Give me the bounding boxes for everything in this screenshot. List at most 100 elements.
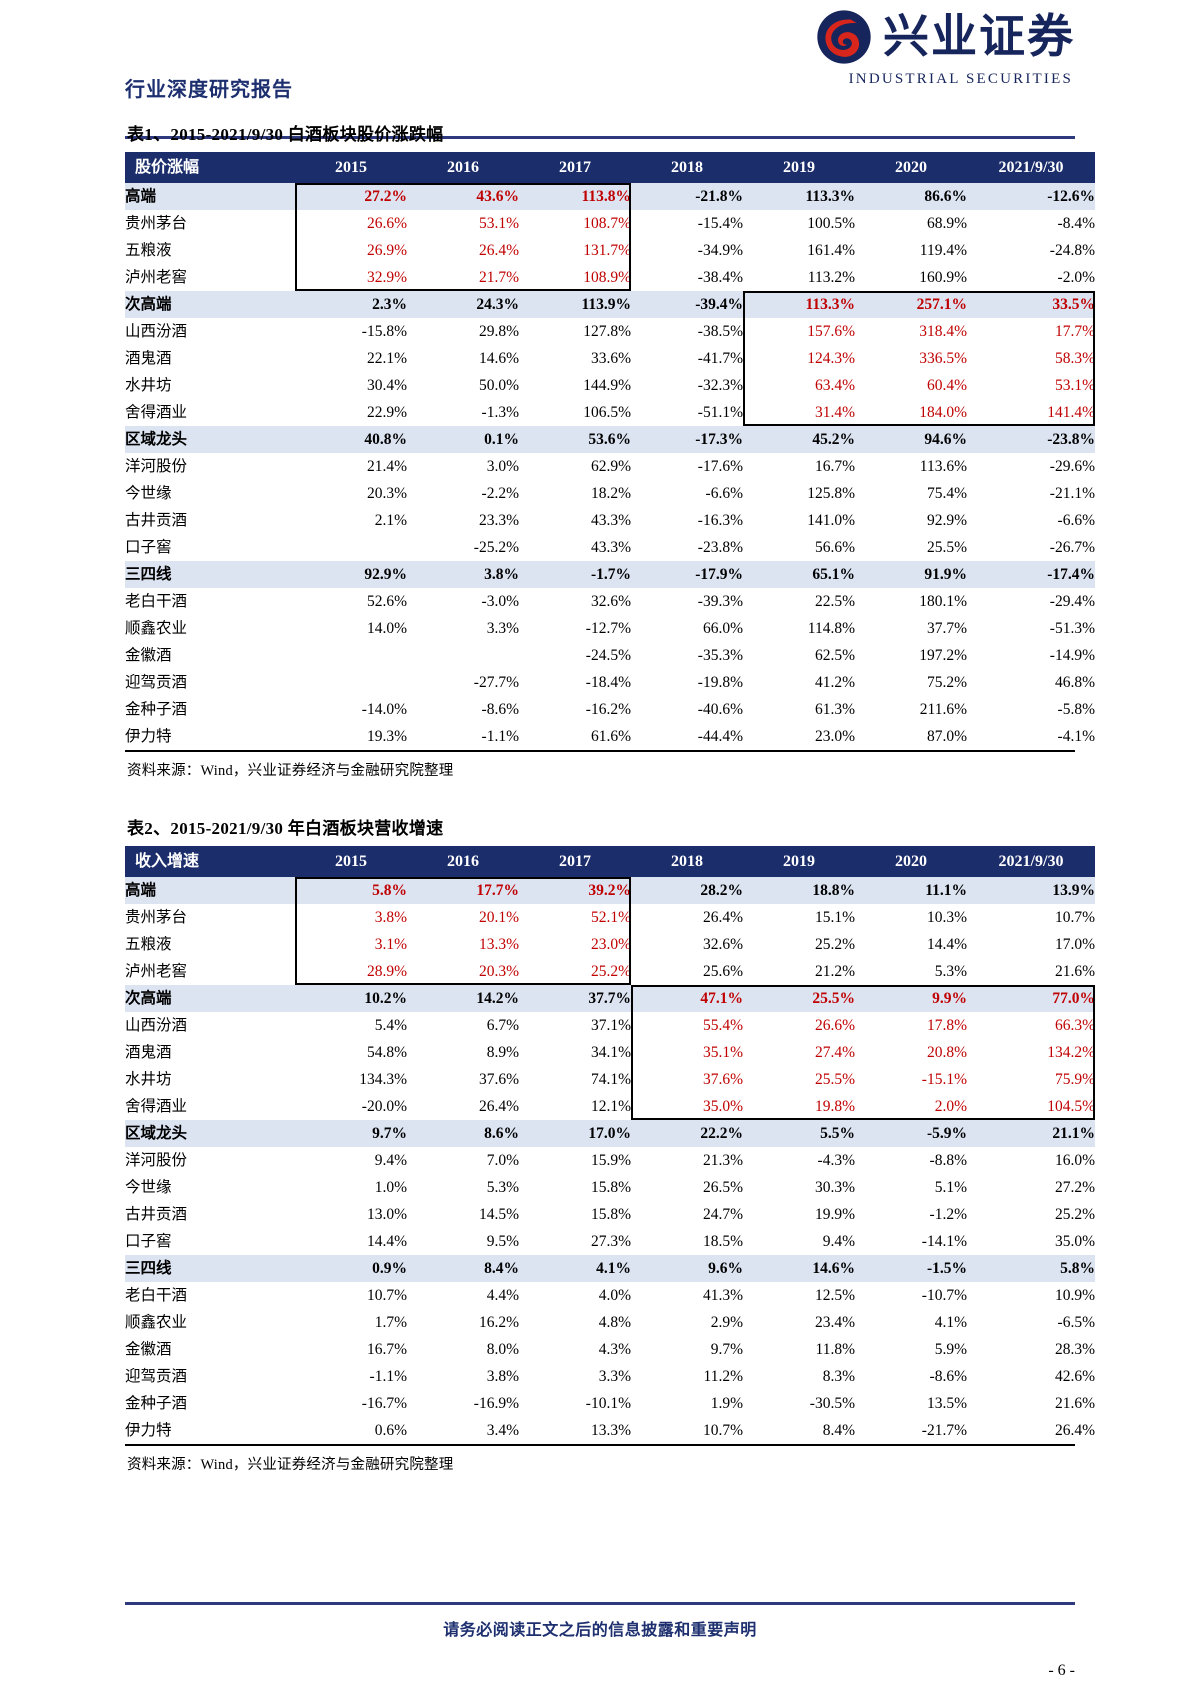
cell-value: 21.1% bbox=[1052, 1125, 1095, 1142]
cell-value: 2.1% bbox=[374, 512, 407, 529]
row-label: 酒鬼酒 bbox=[125, 1044, 172, 1061]
row-label: 今世缘 bbox=[125, 485, 172, 502]
cell-value: 52.1% bbox=[590, 909, 631, 926]
cell-value: 8.4% bbox=[822, 1422, 855, 1439]
cell-value: -39.3% bbox=[697, 593, 743, 610]
cell-value: 124.3% bbox=[807, 350, 855, 367]
cell-value: 28.2% bbox=[700, 882, 743, 899]
cell-value: -39.4% bbox=[695, 296, 743, 313]
row-label: 五粮液 bbox=[125, 242, 172, 259]
cell-value: 26.5% bbox=[702, 1179, 743, 1196]
cell-value: 37.7% bbox=[926, 620, 967, 637]
table2-col-header: 收入增速 bbox=[125, 846, 295, 877]
cell-value: 34.1% bbox=[590, 1044, 631, 1061]
cell-value: 25.6% bbox=[702, 963, 743, 980]
cell-value: 33.5% bbox=[1052, 296, 1095, 313]
cell-value: -14.1% bbox=[921, 1233, 967, 1250]
cell-value: 8.6% bbox=[484, 1125, 519, 1142]
cell-value: 16.2% bbox=[478, 1314, 519, 1331]
row-label: 次高端 bbox=[125, 990, 172, 1007]
cell-value: 50.0% bbox=[478, 377, 519, 394]
cell-value: 4.1% bbox=[934, 1314, 967, 1331]
cell-value: 42.6% bbox=[1054, 1368, 1095, 1385]
table1-col-header: 2017 bbox=[519, 152, 631, 183]
cell-value: 114.8% bbox=[807, 620, 855, 637]
header-divider bbox=[125, 136, 1075, 139]
table1-caption: 表1、2015-2021/9/30 白酒板块股价涨跌幅 bbox=[127, 125, 444, 144]
cell-value: 53.1% bbox=[1054, 377, 1095, 394]
cell-value: -4.3% bbox=[817, 1152, 855, 1169]
cell-value: -29.6% bbox=[1049, 458, 1095, 475]
table-row: 口子窖 -25.2% 43.3% -23.8% 56.6% 25.5% -26.7% bbox=[125, 534, 1095, 561]
cell-value: -41.7% bbox=[697, 350, 743, 367]
table1-col-header: 2020 bbox=[855, 152, 967, 183]
cell-value: -14.9% bbox=[1049, 647, 1095, 664]
cell-value: 26.4% bbox=[478, 1098, 519, 1115]
cell-value: 5.1% bbox=[934, 1179, 967, 1196]
cell-value: 66.0% bbox=[702, 620, 743, 637]
table-row: 五粮液 3.1% 13.3% 23.0% 32.6% 25.2% 14.4% 17.0% bbox=[125, 931, 1095, 958]
cell-value: -44.4% bbox=[697, 728, 743, 745]
cell-value: 9.7% bbox=[710, 1341, 743, 1358]
cell-value: 113.8% bbox=[581, 188, 631, 205]
cell-value: -51.1% bbox=[697, 404, 743, 421]
cell-value: 53.6% bbox=[588, 431, 631, 448]
table-row: 舍得酒业 22.9% -1.3% 106.5% -51.1% 31.4% 184.0% 141… bbox=[125, 399, 1095, 426]
cell-value: -24.8% bbox=[1049, 242, 1095, 259]
cell-value: 127.8% bbox=[583, 323, 631, 340]
cell-value: -6.5% bbox=[1057, 1314, 1095, 1331]
table-row: 舍得酒业 -20.0% 26.4% 12.1% 35.0% 19.8% 2.0% 104.5% bbox=[125, 1093, 1095, 1120]
table2-col-header: 2021/9/30 bbox=[967, 846, 1095, 877]
cell-value: 23.4% bbox=[814, 1314, 855, 1331]
cell-value: 257.1% bbox=[916, 296, 967, 313]
cell-value: -12.7% bbox=[585, 620, 631, 637]
cell-value: 25.5% bbox=[812, 990, 855, 1007]
cell-value: 113.2% bbox=[807, 269, 855, 286]
cell-value: -1.5% bbox=[926, 1260, 967, 1277]
cell-value: 17.0% bbox=[588, 1125, 631, 1142]
row-label: 顺鑫农业 bbox=[125, 1314, 188, 1331]
cell-value: 30.4% bbox=[366, 377, 407, 394]
cell-value: 3.3% bbox=[598, 1368, 631, 1385]
table-row: 金种子酒 -16.7% -16.9% -10.1% 1.9% -30.5% 13.5% 21.… bbox=[125, 1390, 1095, 1417]
table-row: 金徽酒 -24.5% -35.3% 62.5% 197.2% -14.9% bbox=[125, 642, 1095, 669]
table-group-row: 区域龙头 9.7% 8.6% 17.0% 22.2% 5.5% -5.9% 21.1% bbox=[125, 1120, 1095, 1147]
cell-value: 21.6% bbox=[1054, 1395, 1095, 1412]
cell-value: 25.2% bbox=[590, 963, 631, 980]
table-row: 水井坊 134.3% 37.6% 74.1% 37.6% 25.5% -15.1% 75.9% bbox=[125, 1066, 1095, 1093]
cell-value: 45.2% bbox=[812, 431, 855, 448]
cell-value: 15.9% bbox=[590, 1152, 631, 1169]
table-row: 泸州老窖 28.9% 20.3% 25.2% 25.6% 21.2% 5.3% 21.6% bbox=[125, 958, 1095, 985]
table-group-row: 高端 5.8% 17.7% 39.2% 28.2% 18.8% 11.1% 13.9% bbox=[125, 877, 1095, 904]
table1-col-header: 2015 bbox=[295, 152, 407, 183]
cell-value: 3.1% bbox=[374, 936, 407, 953]
cell-value: 113.3% bbox=[805, 188, 855, 205]
row-label: 高端 bbox=[125, 188, 157, 205]
cell-value: 10.3% bbox=[926, 909, 967, 926]
cell-value: 2.3% bbox=[372, 296, 407, 313]
table1-col-header: 2019 bbox=[743, 152, 855, 183]
table-row: 山西汾酒 5.4% 6.7% 37.1% 55.4% 26.6% 17.8% 66.3% bbox=[125, 1012, 1095, 1039]
cell-value: 17.0% bbox=[1054, 936, 1095, 953]
cell-value: 10.2% bbox=[364, 990, 407, 1007]
table-row: 金种子酒 -14.0% -8.6% -16.2% -40.6% 61.3% 211.6% -5… bbox=[125, 696, 1095, 723]
table2-col-header: 2019 bbox=[743, 846, 855, 877]
page-header: 行业深度研究报告 兴业证券 INDUSTRIAL SECURITIES bbox=[125, 0, 1075, 120]
cell-value: 62.9% bbox=[590, 458, 631, 475]
cell-value: 11.1% bbox=[925, 882, 967, 899]
table2-header-row: 收入增速 2015 2016 2017 2018 2019 2020 2021/9/30 bbox=[125, 846, 1095, 877]
cell-value: 125.8% bbox=[807, 485, 855, 502]
cell-value: 18.8% bbox=[812, 882, 855, 899]
cell-value: 74.1% bbox=[590, 1071, 631, 1088]
row-label: 今世缘 bbox=[125, 1179, 172, 1196]
cell-value: 9.4% bbox=[374, 1152, 407, 1169]
cell-value: 27.2% bbox=[364, 188, 407, 205]
cell-value: -16.3% bbox=[697, 512, 743, 529]
row-label: 洋河股份 bbox=[125, 1152, 188, 1169]
table-group-row: 高端 27.2% 43.6% 113.8% -21.8% 113.3% 86.6% -12.6… bbox=[125, 183, 1095, 210]
cell-value: 5.5% bbox=[820, 1125, 855, 1142]
table1-header-row: 股价涨幅 2015 2016 2017 2018 2019 2020 2021/9/30 bbox=[125, 152, 1095, 183]
cell-value: -20.0% bbox=[361, 1098, 407, 1115]
cell-value: 184.0% bbox=[919, 404, 967, 421]
table-group-row: 区域龙头 40.8% 0.1% 53.6% -17.3% 45.2% 94.6% -23.8% bbox=[125, 426, 1095, 453]
